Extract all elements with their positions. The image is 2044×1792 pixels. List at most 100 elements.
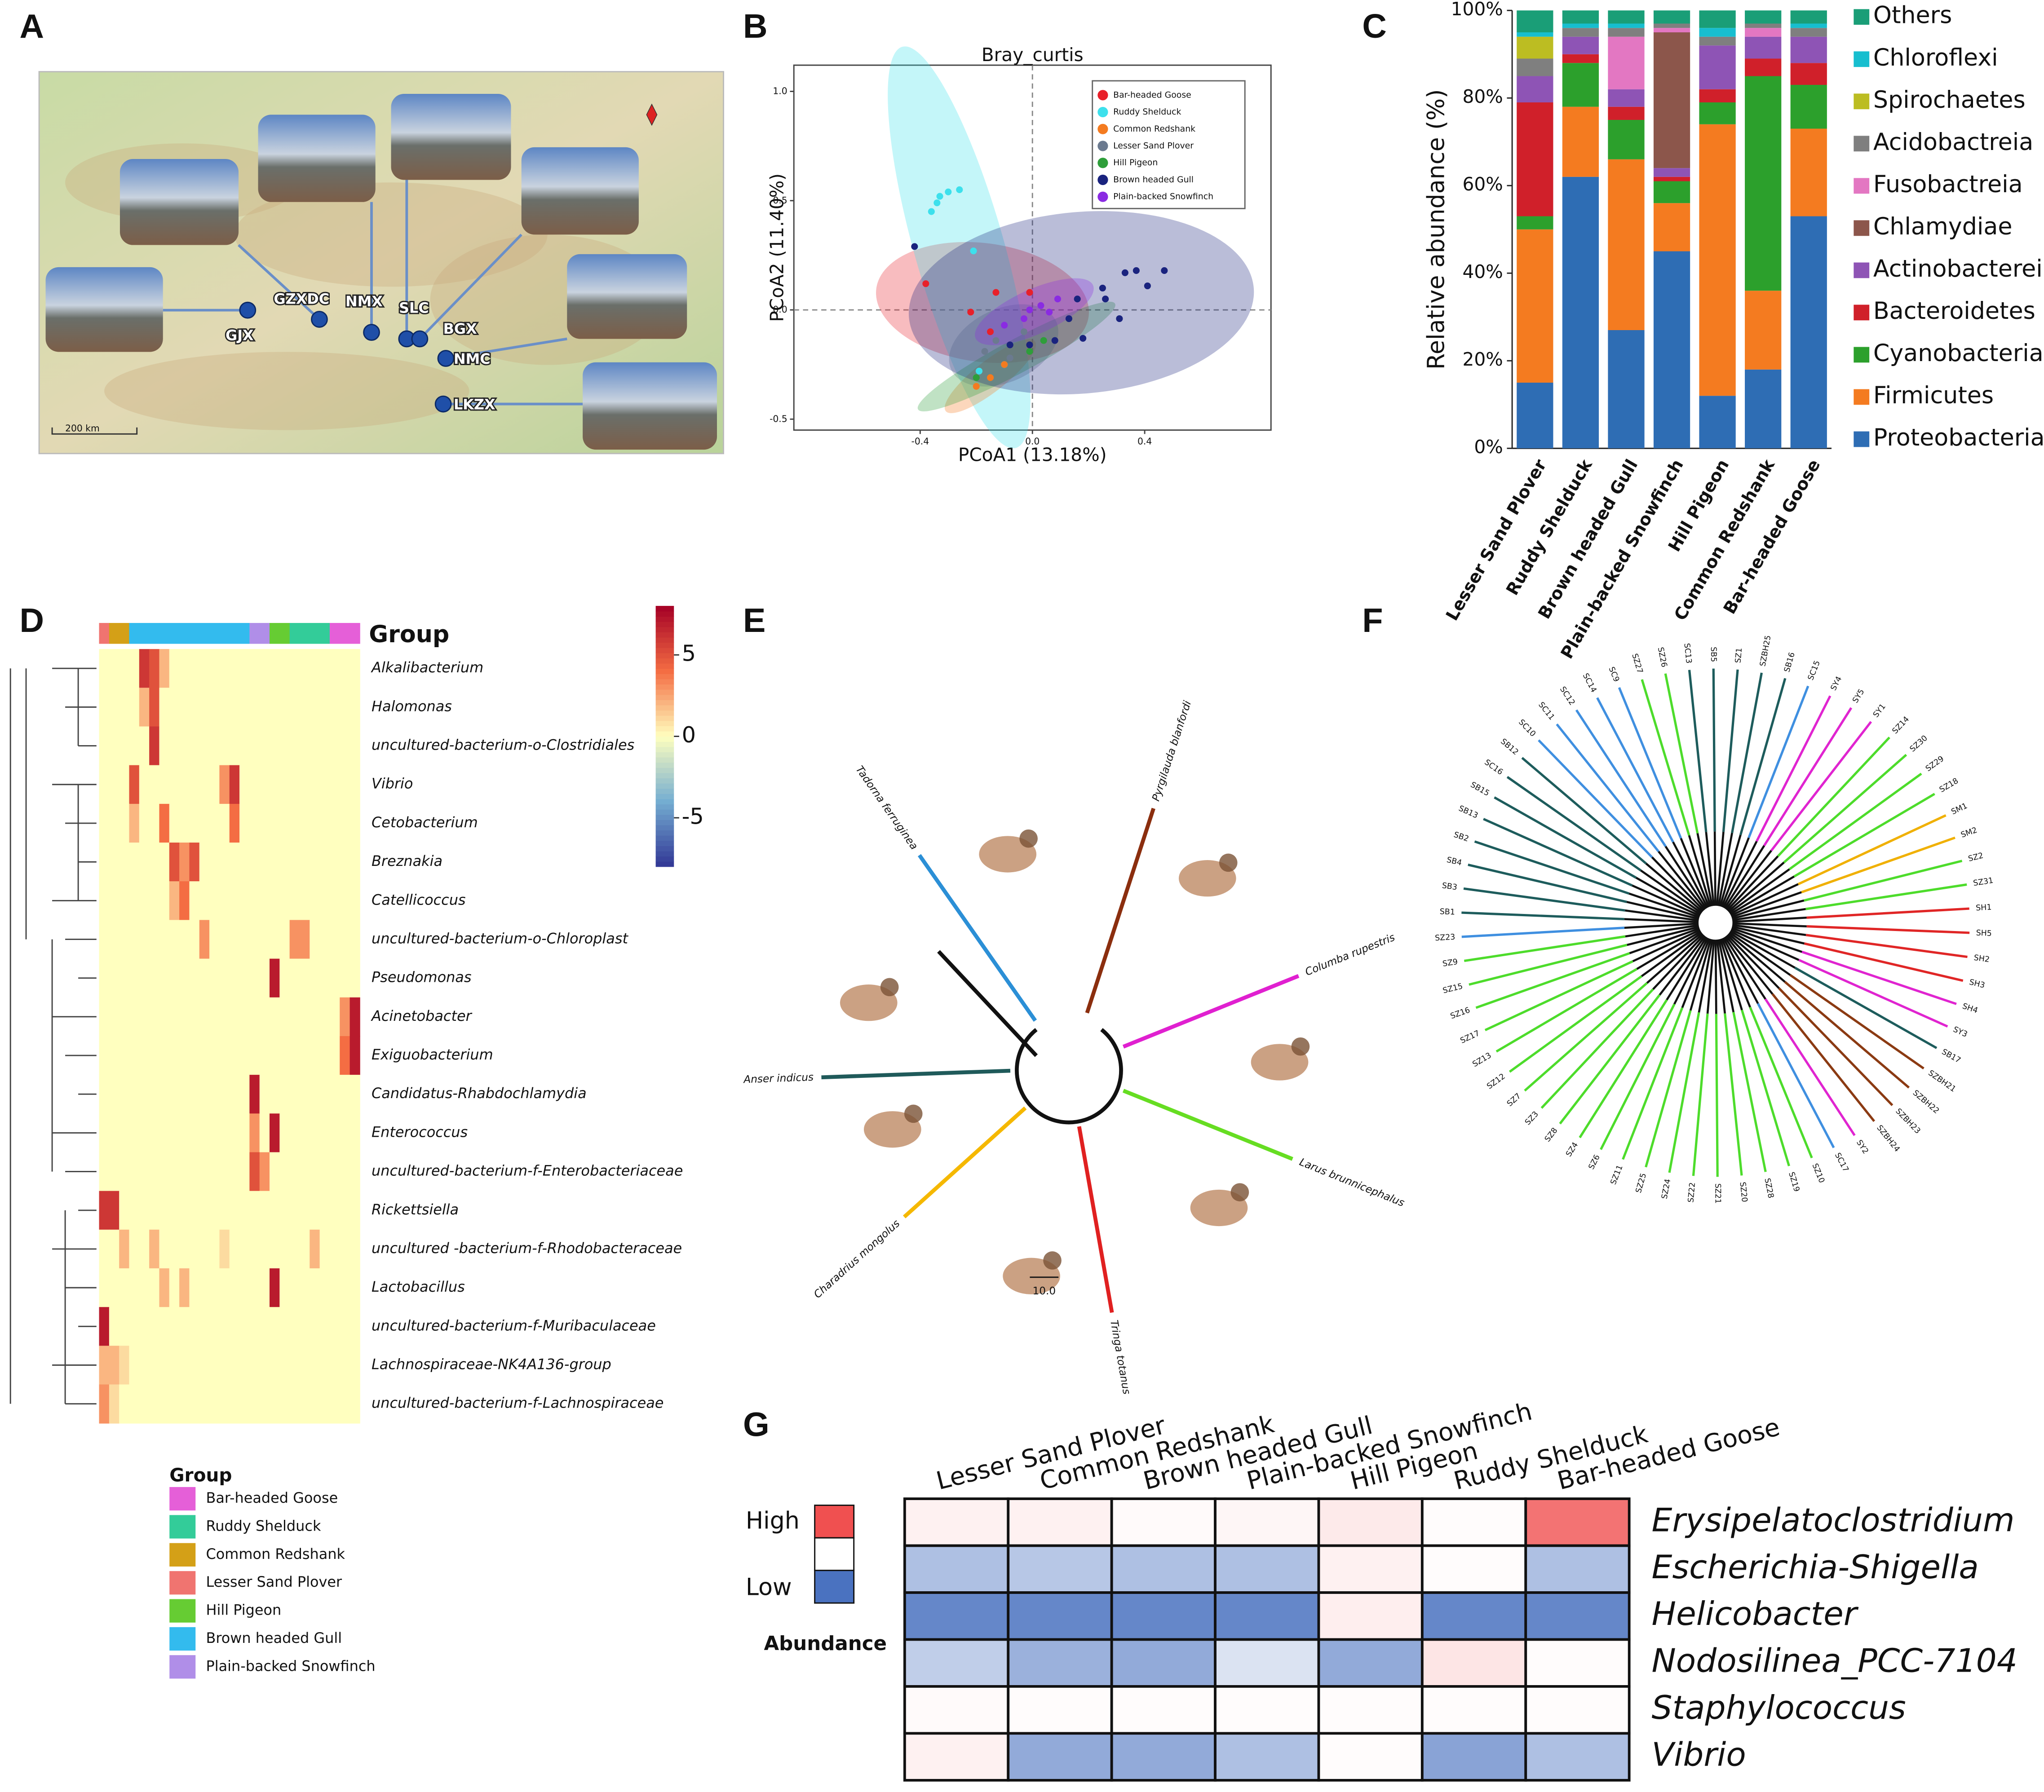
colorbar-segment xyxy=(655,715,674,721)
legend-label: Hill Pigeon xyxy=(206,1602,281,1619)
heat-cell xyxy=(109,1384,120,1424)
heat-cell xyxy=(289,1384,300,1424)
heat-cell xyxy=(119,803,130,843)
heat-cell xyxy=(1214,1544,1320,1594)
tree-stem xyxy=(1716,831,1725,905)
heat-cell xyxy=(310,803,320,843)
heat-cell xyxy=(179,1346,190,1385)
heat-cell xyxy=(209,997,220,1037)
heat-cell xyxy=(149,1191,160,1230)
tree-root xyxy=(1696,903,1735,943)
heat-cell xyxy=(299,920,310,959)
heat-cell xyxy=(249,843,260,882)
tree-branch xyxy=(1668,1012,1700,1173)
heat-cell xyxy=(179,649,190,689)
heat-cell xyxy=(209,958,220,998)
heat-cell xyxy=(199,1346,210,1385)
tree-stem xyxy=(1730,932,1791,976)
heat-cell xyxy=(119,649,130,689)
tip-label: SZ29 xyxy=(1924,755,1946,774)
legend-swatch xyxy=(1854,347,1870,363)
heat-cell xyxy=(139,1229,150,1269)
heat-cell xyxy=(329,920,341,959)
heat-cell xyxy=(1317,1638,1424,1688)
bar-segment xyxy=(1790,36,1827,63)
terrain-patch xyxy=(234,182,548,287)
tree-stem xyxy=(1729,934,1786,983)
point xyxy=(1121,269,1128,276)
heat-cell xyxy=(289,726,300,766)
group-strip-cell xyxy=(249,623,260,644)
heat-cell xyxy=(270,1307,280,1346)
heat-cell xyxy=(270,1268,280,1308)
heat-cell xyxy=(350,803,360,843)
heat-cell xyxy=(259,765,270,804)
heat-cell xyxy=(270,688,280,727)
heat-cell xyxy=(129,1152,140,1192)
tree-stem xyxy=(1689,940,1712,1011)
tip-label: SH3 xyxy=(1969,978,1986,990)
point xyxy=(1144,282,1151,290)
legend-high: High xyxy=(746,1507,800,1534)
bar-segment xyxy=(1699,396,1736,449)
tree-branch xyxy=(1805,883,1967,910)
heat-cell xyxy=(270,881,280,921)
heat-cell xyxy=(259,803,270,843)
heat-cell xyxy=(139,1152,150,1192)
heat-cell xyxy=(903,1544,1010,1594)
heat-cell xyxy=(1420,1638,1527,1688)
heat-cell xyxy=(299,881,310,921)
colorbar-segment xyxy=(655,825,674,831)
tree-stem xyxy=(1730,931,1796,969)
panel-label: G xyxy=(743,1405,770,1443)
heat-cell xyxy=(169,1113,180,1153)
heat-cell xyxy=(159,803,170,843)
group-strip-cell xyxy=(99,623,110,644)
heat-cell xyxy=(279,1075,290,1114)
heat-cell xyxy=(179,1152,190,1192)
tip-label: SZ18 xyxy=(1938,777,1960,794)
legend-marker xyxy=(1097,191,1108,202)
heat-cell xyxy=(319,1268,330,1308)
heat-cell xyxy=(270,1036,280,1075)
heat-cell xyxy=(139,920,150,959)
heat-cell xyxy=(169,1307,180,1346)
bar-segment xyxy=(1745,36,1782,59)
legend-swatch xyxy=(1854,389,1870,405)
bar-segment xyxy=(1790,84,1827,129)
tip-label: SB3 xyxy=(1442,881,1458,892)
bar-segment xyxy=(1562,23,1599,28)
heat-cell xyxy=(279,920,290,959)
heat-cell xyxy=(129,1346,140,1385)
heat-cell xyxy=(219,649,230,689)
colorbar-segment xyxy=(655,663,674,669)
bar-segment xyxy=(1653,168,1690,177)
x-tick-label: -0.4 xyxy=(911,436,929,447)
heat-cell xyxy=(149,920,160,959)
site-label: SLC xyxy=(399,300,429,317)
tip-label: SZ11 xyxy=(1609,1164,1625,1186)
heat-cell xyxy=(279,1384,290,1424)
bar-segment xyxy=(1562,10,1599,24)
bird-head xyxy=(1219,853,1238,872)
tip-label: SY1 xyxy=(1871,702,1888,719)
colorbar-segment xyxy=(655,799,674,805)
heat-cell xyxy=(299,1229,310,1269)
heat-cell xyxy=(199,881,210,921)
tree-branch xyxy=(1732,1012,1767,1172)
heat-cell xyxy=(350,958,360,998)
heat-cell xyxy=(159,1229,170,1269)
colorbar-segment xyxy=(655,694,674,700)
tree-stem xyxy=(1627,926,1698,946)
heat-cell xyxy=(179,726,190,766)
heat-cell xyxy=(149,803,160,843)
heat-cell xyxy=(129,765,140,804)
heat-cell xyxy=(329,803,341,843)
heat-cell xyxy=(270,997,280,1037)
tree-stem xyxy=(1730,868,1790,913)
point xyxy=(1037,302,1044,309)
panel-label: A xyxy=(20,7,44,45)
heat-cell xyxy=(239,881,250,921)
